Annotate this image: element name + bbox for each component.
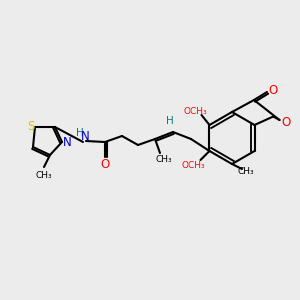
Text: O: O xyxy=(268,83,278,97)
Text: O: O xyxy=(100,158,109,170)
Text: CH₃: CH₃ xyxy=(36,170,52,179)
Text: O: O xyxy=(281,116,290,128)
Text: H: H xyxy=(166,116,174,126)
Text: S: S xyxy=(27,119,35,133)
Text: H: H xyxy=(76,128,84,138)
Text: CH₃: CH₃ xyxy=(156,155,172,164)
Text: OCH₃: OCH₃ xyxy=(184,106,207,116)
Text: OCH₃: OCH₃ xyxy=(182,160,205,169)
Text: N: N xyxy=(81,130,89,143)
Text: CH₃: CH₃ xyxy=(238,167,254,176)
Text: N: N xyxy=(63,136,71,148)
